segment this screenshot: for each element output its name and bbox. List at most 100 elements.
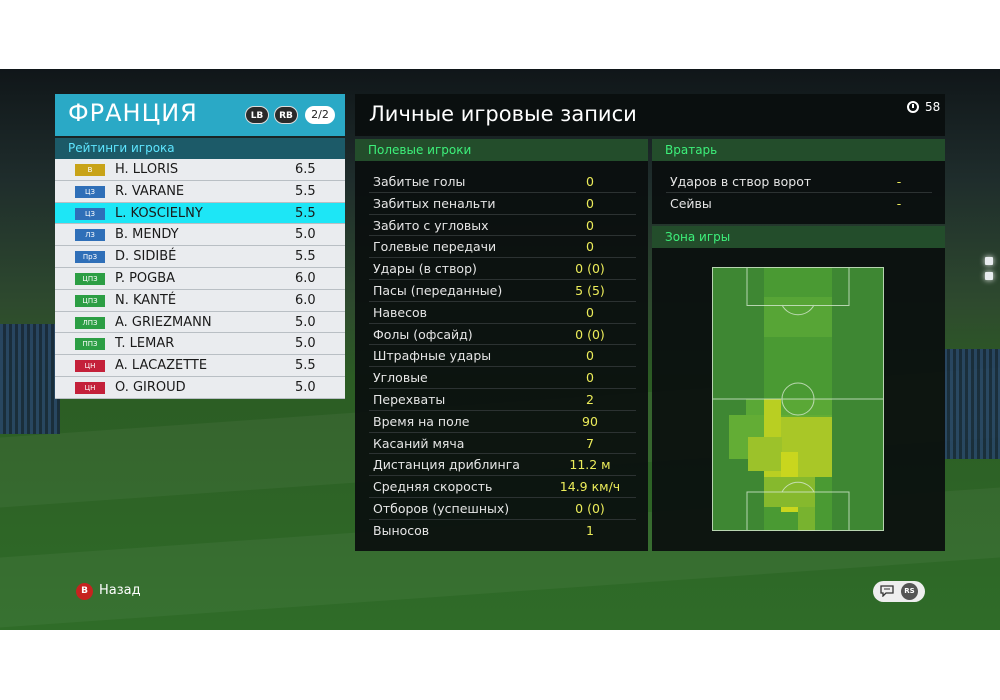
player-rating: 5.5 <box>295 249 316 265</box>
player-rating: 5.5 <box>295 358 316 374</box>
stat-row: Отборов (успешных) 0 (0) <box>369 498 636 520</box>
player-row[interactable]: ЦН A. LACAZETTE 5.5 <box>55 355 345 377</box>
stat-label: Навесов <box>373 304 428 320</box>
player-rating: 5.0 <box>295 379 316 395</box>
position-badge: ППЗ <box>75 338 105 351</box>
stat-row: Забито с угловых 0 <box>369 215 636 237</box>
gk-stat-row: Сейвы - <box>666 193 932 215</box>
player-row[interactable]: ППЗ T. LEMAR 5.0 <box>55 333 345 356</box>
team-header: ФРАНЦИЯ LB RB 2/2 <box>55 94 345 136</box>
stat-row: Время на поле 90 <box>369 411 636 433</box>
position-badge: ЦЗ <box>75 207 105 220</box>
stat-label: Средняя скорость <box>373 479 493 495</box>
chat-control[interactable]: RS <box>873 581 925 602</box>
heatmap-pitch <box>712 267 884 531</box>
player-rating: 5.0 <box>295 314 316 330</box>
player-rating: 5.0 <box>295 336 316 352</box>
stat-value: 0 <box>586 348 594 364</box>
pitch-lines <box>712 267 884 531</box>
records-header: Личные игровые записи 58 <box>355 94 945 136</box>
player-row[interactable]: ЛПЗ A. GRIEZMANN 5.0 <box>55 311 345 334</box>
stat-row: Средняя скорость 14.9 км/ч <box>369 476 636 498</box>
position-badge: ЦН <box>75 360 105 373</box>
player-row[interactable]: ПрЗ D. SIDIBÉ 5.5 <box>55 246 345 268</box>
position-badge: ЦЗ <box>75 185 105 198</box>
player-rating: 6.0 <box>295 270 316 286</box>
player-name: P. POGBA <box>115 270 176 286</box>
stat-value: 0 <box>586 239 594 255</box>
back-label: Назад <box>99 583 141 598</box>
player-row[interactable]: ЦН O. GIROUD 5.0 <box>55 376 345 399</box>
player-rating: 5.5 <box>295 205 316 221</box>
player-name: T. LEMAR <box>115 336 175 352</box>
heatmap-svg <box>712 267 884 531</box>
stat-label: Забито с угловых <box>373 217 489 233</box>
stat-value: 0 (0) <box>575 500 605 516</box>
stat-value: 0 <box>586 370 594 386</box>
stat-row: Дистанция дриблинга 11.2 м <box>369 454 636 477</box>
stat-value: 2 <box>586 391 594 407</box>
player-name: H. LLORIS <box>115 162 179 177</box>
gk-stat-label: Ударов в створ ворот <box>670 174 812 189</box>
player-row[interactable]: ЦПЗ P. POGBA 6.0 <box>55 267 345 290</box>
stat-label: Забитых пенальти <box>373 195 496 211</box>
right-stand <box>944 349 1000 459</box>
stat-label: Время на поле <box>373 413 470 429</box>
player-rating: 5.5 <box>295 183 316 199</box>
position-badge: ЦН <box>75 381 105 394</box>
player-rating: 6.0 <box>295 292 316 308</box>
player-rating: 5.0 <box>295 227 316 243</box>
stat-row: Выносов 1 <box>369 520 636 542</box>
rb-button-icon[interactable]: RB <box>274 106 298 124</box>
gk-stat-value: - <box>896 174 902 189</box>
stat-value: 0 <box>586 217 594 233</box>
player-name: A. LACAZETTE <box>115 358 208 374</box>
stat-label: Удары (в створ) <box>373 261 477 277</box>
stats-list: Забитые голы 0 Забитых пенальти 0 Забито с у… <box>369 171 636 542</box>
stat-label: Пасы (переданные) <box>373 282 503 298</box>
ratings-title: Рейтинги игрока <box>55 138 345 159</box>
gk-stat-label: Сейвы <box>670 195 712 211</box>
stat-value: 5 (5) <box>575 282 605 298</box>
timer-value: 58 <box>925 100 941 114</box>
stat-label: Касаний мяча <box>373 435 465 451</box>
player-name: N. KANTÉ <box>115 292 177 308</box>
stat-row: Забитые голы 0 <box>369 171 636 193</box>
player-row[interactable]: ЦЗ R. VARANE 5.5 <box>55 180 345 203</box>
position-badge: В <box>75 164 105 176</box>
player-name: B. MENDY <box>115 227 179 243</box>
stat-value: 14.9 км/ч <box>559 479 621 495</box>
player-row[interactable]: В H. LLORIS 6.5 <box>55 159 345 181</box>
timer: 58 <box>904 98 944 118</box>
stat-label: Фолы (офсайд) <box>373 326 473 342</box>
lb-button-icon[interactable]: LB <box>245 106 269 124</box>
stat-row: Перехваты 2 <box>369 389 636 411</box>
team-name: ФРАНЦИЯ <box>68 99 198 127</box>
player-name: A. GRIEZMANN <box>115 314 212 330</box>
stat-value: 7 <box>586 435 594 451</box>
player-list: В H. LLORIS 6.5 ЦЗ R. VARANE 5.5 ЦЗ L. KOSCIELN… <box>55 159 345 399</box>
stat-value: 0 <box>586 195 594 211</box>
player-name: D. SIDIBÉ <box>115 249 177 265</box>
player-row[interactable]: ЛЗ B. MENDY 5.0 <box>55 224 345 247</box>
stat-label: Штрафные удары <box>373 348 492 364</box>
records-title: Личные игровые записи <box>369 102 637 126</box>
player-name: R. VARANE <box>115 183 185 199</box>
b-button-icon[interactable]: B <box>76 583 93 600</box>
chat-icon[interactable] <box>880 585 894 597</box>
stat-label: Перехваты <box>373 391 446 407</box>
rs-button-icon[interactable]: RS <box>901 583 918 600</box>
stat-row: Штрафные удары 0 <box>369 345 636 368</box>
stat-row: Забитых пенальти 0 <box>369 193 636 215</box>
stat-label: Голевые передачи <box>373 239 497 255</box>
stat-label: Выносов <box>373 522 430 538</box>
stat-value: 0 <box>586 174 594 189</box>
stat-row: Фолы (офсайд) 0 (0) <box>369 324 636 346</box>
player-row[interactable]: ЦЗ L. KOSCIELNY 5.5 <box>55 202 345 225</box>
position-badge: ЦПЗ <box>75 272 105 285</box>
stat-label: Забитые голы <box>373 174 466 189</box>
player-row[interactable]: ЦПЗ N. KANTÉ 6.0 <box>55 289 345 312</box>
position-badge: ЛЗ <box>75 229 105 242</box>
stat-row: Голевые передачи 0 <box>369 236 636 259</box>
position-badge: ПрЗ <box>75 251 105 264</box>
